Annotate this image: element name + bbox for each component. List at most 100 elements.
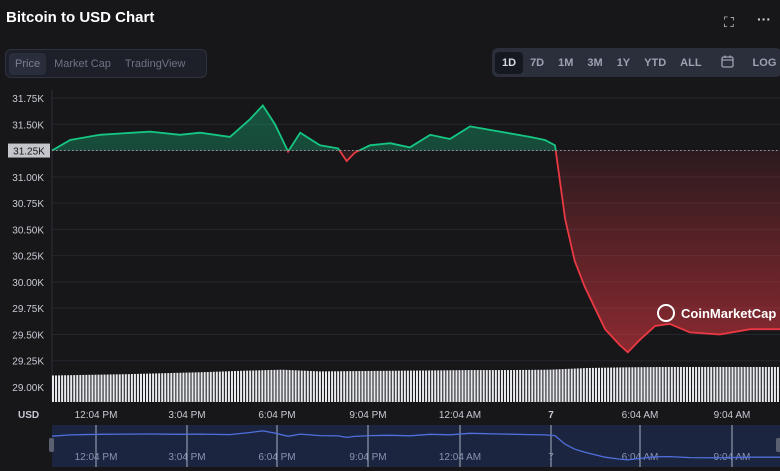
volume-bar (328, 371, 331, 402)
y-tick-label: 29.75K (12, 304, 44, 315)
volume-bar (655, 367, 658, 402)
navigator-background (52, 425, 780, 467)
y-tick-label: 30.75K (12, 199, 44, 210)
volume-bar (209, 371, 212, 402)
volume-bar (416, 370, 418, 402)
tab-market-cap[interactable]: Market Cap (54, 57, 111, 70)
volume-bar (594, 367, 597, 402)
volume-bar (604, 367, 607, 402)
volume-bar (158, 373, 161, 402)
range-ytd[interactable]: YTD (644, 56, 667, 69)
volume-bar (740, 366, 743, 402)
expand-icon[interactable]: ⛶ (724, 14, 734, 30)
volume-bar (540, 369, 543, 402)
volume-bar (516, 369, 519, 402)
volume-bar (601, 367, 604, 402)
volume-bar (139, 373, 142, 402)
navigator-right-handle[interactable] (776, 438, 780, 452)
volume-bar (340, 371, 343, 402)
volume-bar (146, 373, 149, 402)
volume-bar (443, 370, 446, 402)
price-area-up (52, 105, 780, 151)
volume-bar (573, 368, 576, 402)
volume-bar (758, 366, 761, 402)
range-1y[interactable]: 1Y (616, 56, 631, 69)
volume-bar (673, 366, 676, 402)
range-7d[interactable]: 7D (530, 56, 545, 69)
volume-bar (182, 372, 185, 402)
volume-bar (664, 366, 667, 402)
range-3m[interactable]: 3M (587, 56, 603, 69)
volume-bar (598, 367, 600, 402)
volume-bar (473, 370, 476, 402)
volume-bar (240, 370, 243, 402)
range-1d[interactable]: 1D (495, 51, 524, 74)
navigator-tick-label: 12:04 PM (75, 452, 118, 463)
volume-bar (176, 372, 179, 402)
volume-bar (628, 367, 631, 402)
volume-bar (770, 366, 773, 402)
volume-bar (585, 368, 588, 402)
volume-bar (100, 374, 103, 402)
range-all[interactable]: ALL (680, 56, 702, 69)
volume-bar (446, 370, 449, 402)
volume-bar (191, 372, 194, 402)
navigator-left-handle[interactable] (49, 438, 54, 452)
volume-bar (361, 371, 364, 402)
range-1m[interactable]: 1M (558, 56, 574, 69)
volume-bar (82, 374, 85, 402)
volume-bar (491, 370, 494, 402)
volume-bar (88, 374, 91, 402)
volume-bar (431, 370, 434, 402)
volume-bar (619, 367, 622, 402)
volume-bar (179, 372, 182, 402)
volume-bar (743, 366, 746, 402)
volume-bar (716, 366, 719, 402)
volume-bar (358, 371, 361, 402)
price-line-down (52, 150, 780, 354)
volume-bar (567, 368, 570, 402)
range-navigator[interactable]: 12:04 PM 3:04 PM 6:04 PM 9:04 PM 12:04 AM 7 6:… (49, 425, 780, 467)
volume-bar (767, 366, 770, 402)
x-tick-label: 6:04 PM (258, 410, 295, 421)
volume-bar (713, 366, 716, 402)
volume-bar (458, 370, 461, 402)
volume-bar (434, 370, 437, 402)
volume-bar (607, 367, 610, 402)
x-tick-label: 12:04 AM (439, 410, 481, 421)
volume-bar (670, 366, 673, 402)
volume-bar (346, 371, 349, 402)
volume-bar (561, 369, 564, 402)
volume-bar (212, 371, 215, 402)
volume-bar (188, 372, 191, 402)
volume-bar (258, 370, 261, 402)
tab-price[interactable]: Price (9, 52, 47, 75)
reference-price-label: 31.25K (13, 147, 45, 158)
volume-bar (588, 367, 591, 402)
volume-bar (734, 366, 737, 402)
volume-bar (640, 367, 643, 402)
volume-bar (692, 366, 695, 402)
range-log[interactable]: LOG (752, 56, 777, 69)
volume-bar (522, 369, 525, 402)
volume-bar (112, 374, 115, 402)
tab-tradingview[interactable]: TradingView (124, 57, 186, 70)
volume-bar (103, 374, 106, 402)
more-horizontal-icon[interactable]: ··· (757, 11, 771, 27)
x-tick-label: 9:04 PM (349, 410, 386, 421)
x-tick-label: 3:04 PM (168, 410, 205, 421)
x-tick-label: 7 (548, 410, 554, 421)
volume-bar (701, 366, 704, 402)
calendar-icon[interactable] (709, 50, 746, 76)
volume-bar (725, 366, 728, 402)
coinmarketcap-watermark: CoinMarketCap (657, 304, 776, 322)
volume-bar (634, 367, 637, 402)
volume-bar (622, 367, 625, 402)
volume-bar (203, 372, 206, 402)
volume-bar (425, 370, 428, 402)
volume-bar (494, 370, 497, 402)
volume-bar (616, 367, 619, 402)
volume-bar (507, 370, 509, 402)
x-tick-label: 6:04 AM (622, 410, 659, 421)
reference-price-badge (8, 143, 50, 158)
